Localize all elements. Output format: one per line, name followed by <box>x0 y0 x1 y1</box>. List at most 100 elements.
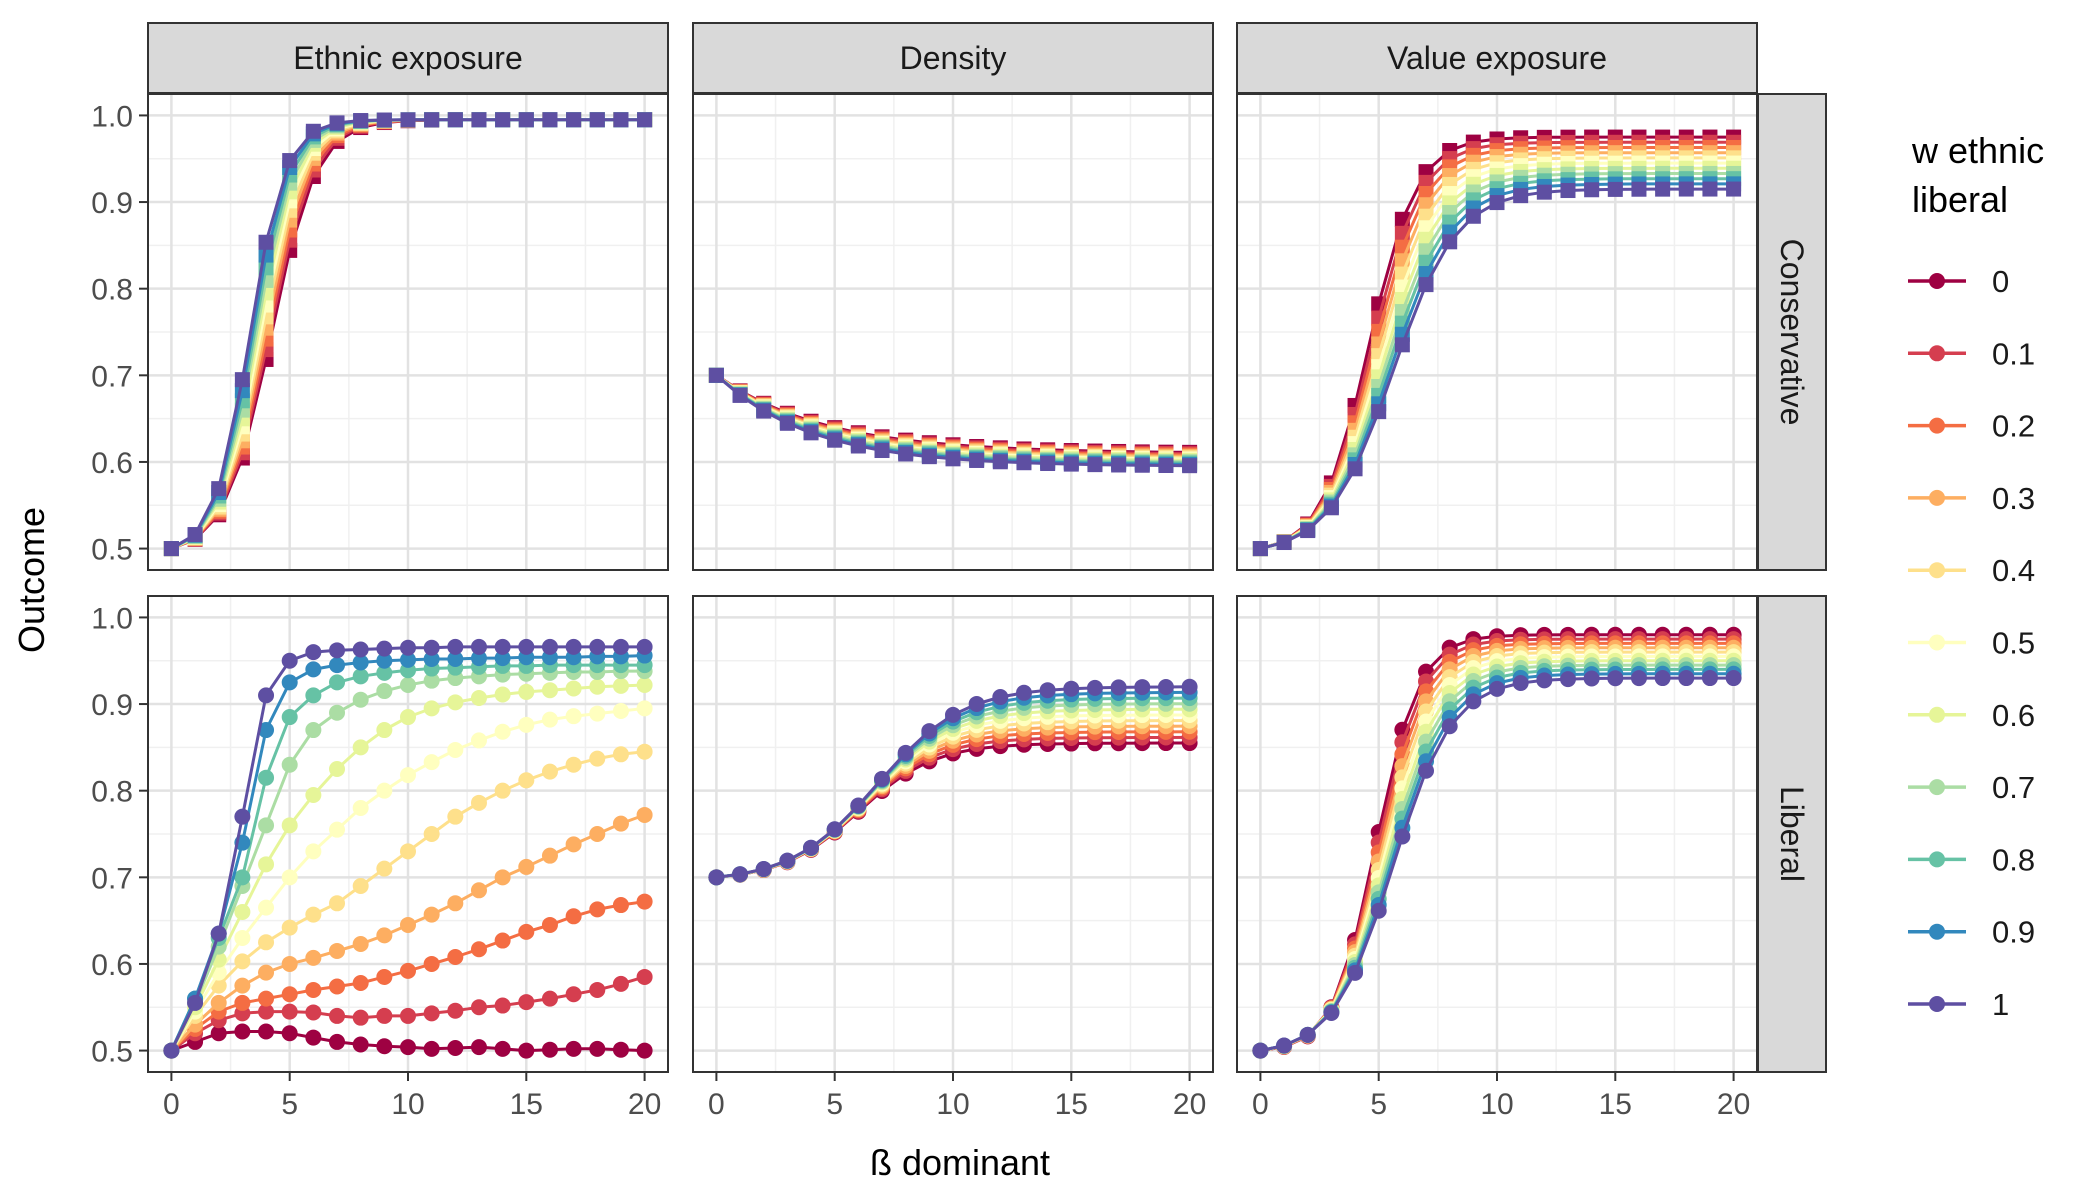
data-point <box>1418 277 1434 293</box>
strip-background <box>1236 22 1758 94</box>
data-point <box>1111 457 1127 473</box>
legend-label: 0.7 <box>1992 770 2035 805</box>
legend-key-point <box>1929 345 1945 362</box>
data-point <box>612 897 629 914</box>
data-point <box>281 1025 298 1042</box>
data-point <box>1158 457 1174 473</box>
data-point <box>636 806 653 823</box>
data-point <box>352 936 369 953</box>
data-point <box>423 639 440 656</box>
data-point <box>1394 337 1410 353</box>
data-point <box>494 686 511 703</box>
legend-label: 0.9 <box>1992 915 2035 950</box>
data-point <box>518 772 535 789</box>
x-tick-label: 0 <box>1252 1088 1269 1121</box>
legend-label: 0.4 <box>1992 553 2035 588</box>
data-point <box>565 986 582 1003</box>
data-point <box>234 808 251 825</box>
series-w-1 <box>708 678 1198 886</box>
data-point <box>969 452 985 468</box>
data-point <box>281 817 298 834</box>
data-point <box>541 682 558 699</box>
data-point <box>376 1038 393 1055</box>
legend-entry-0.8: 0.8 <box>1908 842 2035 877</box>
panel-grid: 0.50.60.70.80.91.00 5 10 15 200.50.60.70.80.… <box>91 22 1827 1121</box>
x-tick-label: 20 <box>1173 1088 1206 1121</box>
legend-entry-1: 1 <box>1908 987 2009 1022</box>
strip-liberal: Liberal <box>1757 595 1827 1073</box>
data-point <box>329 674 346 691</box>
series-w-0.3 <box>163 806 653 1059</box>
data-point <box>234 953 251 970</box>
data-point <box>423 651 440 668</box>
data-point <box>376 968 393 985</box>
data-point <box>352 654 369 671</box>
data-point <box>1300 523 1316 539</box>
data-point <box>637 112 653 128</box>
data-point <box>400 1039 416 1056</box>
data-point <box>281 869 298 886</box>
data-point <box>494 869 511 886</box>
data-point <box>1584 182 1600 198</box>
data-point <box>612 815 629 832</box>
data-point <box>400 916 416 933</box>
data-point <box>636 893 653 910</box>
y-tick-label: 0.8 <box>91 274 133 307</box>
strip-background <box>1757 595 1827 1073</box>
data-point <box>329 115 345 131</box>
data-point <box>1726 181 1742 197</box>
legend-key-point <box>1929 562 1945 579</box>
y-axis-title: Outcome <box>11 507 52 653</box>
data-point <box>470 941 487 958</box>
y-tick-label: 0.8 <box>91 776 133 809</box>
data-point <box>305 843 322 860</box>
data-point <box>305 949 322 966</box>
strip-background <box>147 22 669 94</box>
data-point <box>329 821 346 838</box>
data-point <box>329 942 346 959</box>
data-point <box>612 677 629 694</box>
data-point <box>755 860 772 877</box>
data-point <box>329 704 346 721</box>
x-tick-label: 5 <box>1370 1088 1387 1121</box>
x-tick-label: 15 <box>1055 1088 1088 1121</box>
data-point <box>636 638 653 655</box>
data-point <box>1086 679 1103 696</box>
legend-label: 0.3 <box>1992 481 2035 516</box>
data-point <box>541 1041 558 1058</box>
data-point <box>447 694 464 711</box>
data-point <box>518 112 534 128</box>
data-point <box>589 826 606 842</box>
data-point <box>352 975 369 992</box>
data-point <box>542 112 558 128</box>
data-point <box>423 826 440 842</box>
data-point <box>376 652 393 669</box>
data-point <box>352 739 369 756</box>
legend-key-point <box>1929 273 1945 289</box>
data-point <box>1347 964 1364 981</box>
data-point <box>636 700 653 717</box>
data-point <box>305 644 322 661</box>
data-point <box>612 1041 629 1058</box>
x-tick-label: 5 <box>281 1088 298 1121</box>
x-tick-label: 0 <box>708 1088 725 1121</box>
series-group <box>1252 129 1742 557</box>
data-point <box>234 994 251 1011</box>
legend-label: 1 <box>1992 987 2009 1022</box>
data-point <box>187 994 204 1011</box>
x-axis-title: ß dominant <box>870 1142 1050 1183</box>
series-w-1 <box>163 638 653 1059</box>
data-point <box>1465 693 1482 710</box>
legend-entry-0.3: 0.3 <box>1908 481 2035 516</box>
data-point <box>708 869 725 886</box>
data-point <box>1181 678 1198 695</box>
data-point <box>945 706 961 723</box>
strip-density: Density <box>692 22 1214 94</box>
data-point <box>494 997 511 1014</box>
data-point <box>447 895 464 912</box>
data-point <box>541 847 558 864</box>
data-point <box>470 638 487 655</box>
data-point <box>612 746 629 763</box>
data-point <box>494 638 511 655</box>
data-point <box>400 767 416 784</box>
